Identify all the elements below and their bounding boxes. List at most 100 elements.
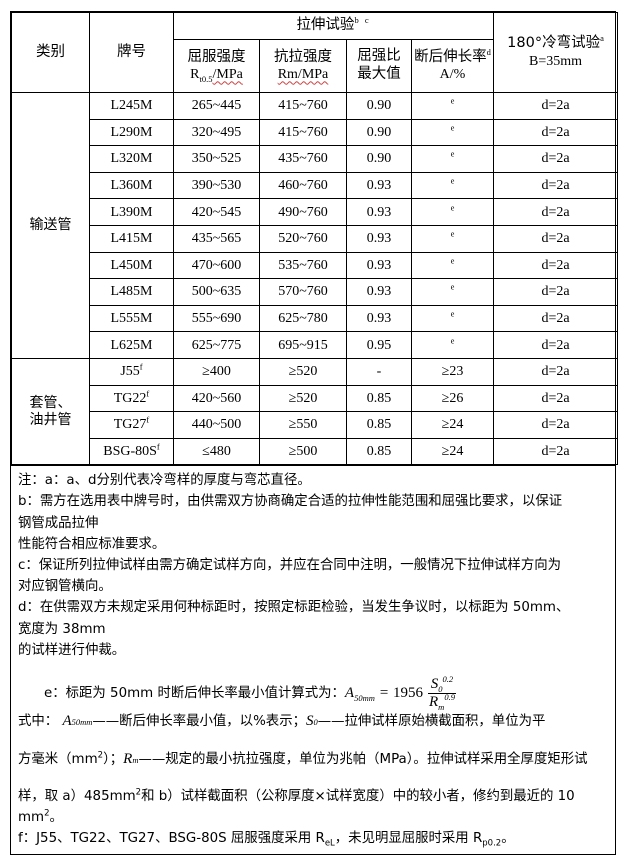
- cell-elongation-text: ≥26: [441, 390, 464, 406]
- cell-tensile-strength: 520~760: [259, 224, 347, 253]
- tensile-test-footnote-ref: b c: [354, 15, 371, 26]
- tensile-strength-label: 抗拉强度: [274, 48, 332, 65]
- cell-grade-text: L625M: [110, 337, 153, 353]
- cell-bend-test-text: d=2a: [541, 231, 570, 247]
- cell-yield-ratio-text: 0.93: [366, 257, 392, 273]
- cell-grade-text: J55: [120, 364, 140, 380]
- table-row: L390M 420~545 490~760 0.93 e d=2a: [12, 198, 619, 226]
- cell-grade: L485M: [89, 278, 174, 306]
- tensile-strength-symbol: Rm/MPa: [277, 67, 329, 83]
- cell-elongation: e: [410, 304, 495, 333]
- cell-grade: J55f: [89, 357, 174, 386]
- cell-yield-strength-text: 440~500: [191, 417, 242, 433]
- cell-yield-strength-text: 470~600: [191, 257, 242, 273]
- cell-bend-test-text: d=2a: [541, 284, 570, 300]
- category-line: 套管、: [29, 394, 72, 411]
- cell-grade: L450M: [89, 251, 174, 280]
- formula-num-sup: 0.2: [442, 673, 454, 684]
- cell-bend-test-text: d=2a: [541, 390, 570, 406]
- cell-elongation: e: [410, 224, 495, 253]
- cell-category: 套管、 油井管: [11, 357, 90, 466]
- cell-yield-ratio: 0.95: [346, 331, 412, 359]
- cell-yield-ratio-text: 0.90: [366, 98, 392, 114]
- cell-bend-test-text: d=2a: [541, 204, 570, 220]
- cell-yield-strength: 265~445: [173, 92, 260, 120]
- cell-yield-ratio-text: 0.93: [366, 178, 392, 194]
- bend-test-label: 180°冷弯试验: [507, 35, 601, 52]
- cell-yield-ratio: 0.85: [346, 384, 412, 413]
- note-b-line3: 性能符合相应标准要求。: [18, 536, 166, 552]
- tensile-test-label: 拉伸试验: [296, 17, 355, 34]
- cell-yield-ratio-text: 0.95: [366, 337, 392, 353]
- header-elongation: 断后伸长率d A/%: [410, 39, 495, 93]
- table-row: L485M 500~635 570~760 0.93 e d=2a: [12, 278, 619, 306]
- cell-elongation-footnote-ref: e: [450, 201, 455, 212]
- header-tensile-test-group: 拉伸试验b c: [172, 12, 495, 40]
- cell-yield-strength: 435~565: [173, 224, 260, 253]
- yield-sym-r: R: [190, 67, 200, 83]
- formula-den-sym: R: [429, 693, 439, 710]
- cell-grade: L415M: [89, 224, 174, 253]
- formula-lhs-sym: A: [344, 684, 355, 701]
- table-notes: 注：a：a、d分别代表冷弯样的厚度与弯芯直径。 b：需方在选用表中牌号时，由供需…: [11, 465, 615, 854]
- table-header: 类别 牌号 拉伸试验b c 180°冷弯试验a B=35mm 屈服强度 Rt0.…: [11, 12, 619, 93]
- formula-numerator: S00.2: [427, 673, 457, 694]
- cell-yield-ratio-text: 0.85: [366, 417, 392, 433]
- cell-yield-strength-text: 435~565: [191, 231, 242, 247]
- cell-elongation: e: [410, 145, 495, 173]
- note-f-end: 。: [501, 831, 515, 847]
- elongation-footnote-ref: d: [486, 46, 491, 57]
- cell-yield-strength-text: 350~525: [191, 151, 242, 167]
- cell-yield-strength: 420~545: [173, 198, 260, 226]
- cell-bend-test-text: d=2a: [541, 178, 570, 194]
- yield-ratio-line1: 屈强比: [357, 48, 401, 65]
- table-row: L360M 390~530 460~760 0.93 e d=2a: [12, 171, 619, 200]
- cell-yield-strength-text: 265~445: [191, 98, 242, 114]
- cell-yield-strength: 320~495: [173, 118, 260, 147]
- cell-tensile-strength-text: ≥500: [288, 443, 318, 459]
- table-row: TG27f 440~500 ≥550 0.85 ≥24 d=2a: [12, 411, 619, 439]
- cell-bend-test-text: d=2a: [541, 98, 570, 114]
- cell-bend-test: d=2a: [493, 251, 619, 280]
- category-line: 油井管: [29, 411, 72, 428]
- elongation-text: 断后伸长率: [414, 48, 487, 65]
- cell-yield-ratio-text: 0.93: [366, 204, 392, 220]
- cell-yield-strength-text: 320~495: [191, 124, 242, 140]
- header-yield-strength: 屈服强度 Rt0.5/MPa: [173, 39, 260, 93]
- cell-elongation: e: [410, 251, 495, 280]
- cell-yield-ratio: 0.93: [346, 304, 412, 333]
- cell-yield-strength: 350~525: [173, 145, 260, 173]
- formula-denominator: Rm0.9: [426, 692, 458, 711]
- cell-bend-test: d=2a: [493, 304, 619, 333]
- where-a-sym: A: [62, 713, 72, 730]
- cell-tensile-strength-text: 435~760: [278, 151, 328, 167]
- cell-tensile-strength: ≥550: [259, 411, 347, 439]
- cell-bend-test: d=2a: [493, 145, 619, 173]
- cell-grade-text: BSG-80S: [103, 443, 157, 459]
- note-b-line2: 钢管成品拉伸: [18, 515, 99, 531]
- cell-grade: TG22f: [89, 384, 174, 413]
- note-a-text: a：a、d分别代表冷弯样的厚度与弯芯直径。: [44, 473, 311, 489]
- cell-category: 输送管: [11, 92, 90, 359]
- cell-tensile-strength-text: 415~760: [278, 98, 328, 114]
- yield-strength-label: 屈服强度: [187, 48, 246, 65]
- header-bend-test: 180°冷弯试验a B=35mm: [493, 12, 619, 93]
- where-a-text: ——断后伸长率最小值，以%表示；: [92, 714, 306, 730]
- notes-label: 注：: [18, 473, 45, 489]
- cell-elongation-footnote-ref: e: [450, 122, 455, 133]
- where-s-text: ——拉伸试样原始横截面积，单位为平: [317, 714, 546, 730]
- cell-elongation: e: [410, 331, 495, 359]
- note-f-sub1-wrap: eL: [325, 831, 335, 849]
- where-s-sym: S: [305, 713, 314, 730]
- cell-yield-ratio-text: 0.93: [366, 311, 392, 326]
- cell-tensile-strength-text: 460~760: [278, 178, 328, 194]
- header-row-group: 类别 牌号 拉伸试验b c 180°冷弯试验a B=35mm: [11, 12, 619, 93]
- cell-bend-test-text: d=2a: [541, 311, 570, 326]
- cell-yield-strength-text: ≤480: [202, 443, 231, 459]
- cell-grade-footnote-ref: f: [146, 414, 150, 425]
- bend-test-line1: 180°冷弯试验a: [494, 34, 617, 53]
- cell-yield-ratio-text: 0.85: [366, 443, 392, 459]
- formula-lhs: A50mm: [345, 682, 375, 706]
- note-b-line1: b：需方在选用表中牌号时，由供需双方协商确定合适的拉伸性能范围和屈强比要求，以保…: [18, 494, 563, 510]
